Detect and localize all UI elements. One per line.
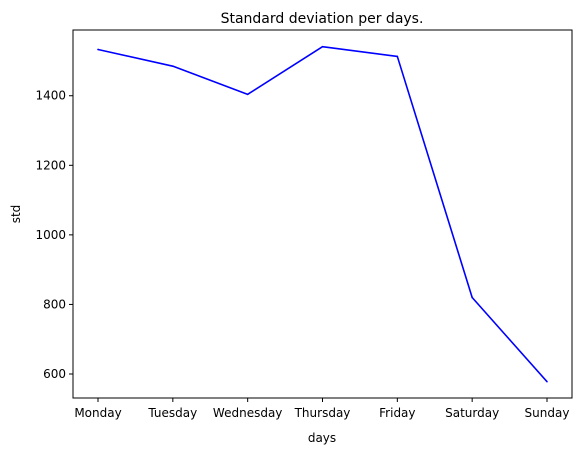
x-tick-label: Saturday: [445, 406, 499, 420]
y-axis: 600 800 1000 1200 1400: [35, 89, 73, 381]
x-tick-label: Sunday: [525, 406, 570, 420]
x-tick-label: Tuesday: [147, 406, 197, 420]
x-axis-label: days: [308, 431, 336, 445]
data-point: [246, 93, 249, 96]
data-point: [546, 380, 548, 383]
y-tick-label: 600: [43, 367, 66, 381]
x-tick-label: Friday: [379, 406, 415, 420]
y-tick-label: 1400: [35, 89, 66, 103]
x-tick-label: Wednesday: [213, 406, 282, 420]
plot-area: [97, 45, 548, 383]
x-tick-label: Thursday: [294, 406, 351, 420]
data-point: [172, 65, 174, 67]
plot-frame: [72, 29, 573, 399]
data-point: [321, 45, 324, 48]
y-axis-label: std: [9, 205, 23, 224]
y-tick-label: 800: [43, 297, 66, 311]
x-axis: Monday Tuesday Wednesday Thursday Friday Satu…: [74, 398, 569, 420]
data-point: [97, 48, 99, 51]
x-tick-label: Monday: [74, 406, 121, 420]
series-line: [97, 45, 548, 383]
y-tick-label: 1200: [35, 158, 66, 172]
y-tick-label: 1000: [35, 228, 66, 242]
data-point: [471, 296, 473, 299]
chart-title: Standard deviation per days.: [221, 11, 424, 27]
data-point: [396, 55, 399, 58]
